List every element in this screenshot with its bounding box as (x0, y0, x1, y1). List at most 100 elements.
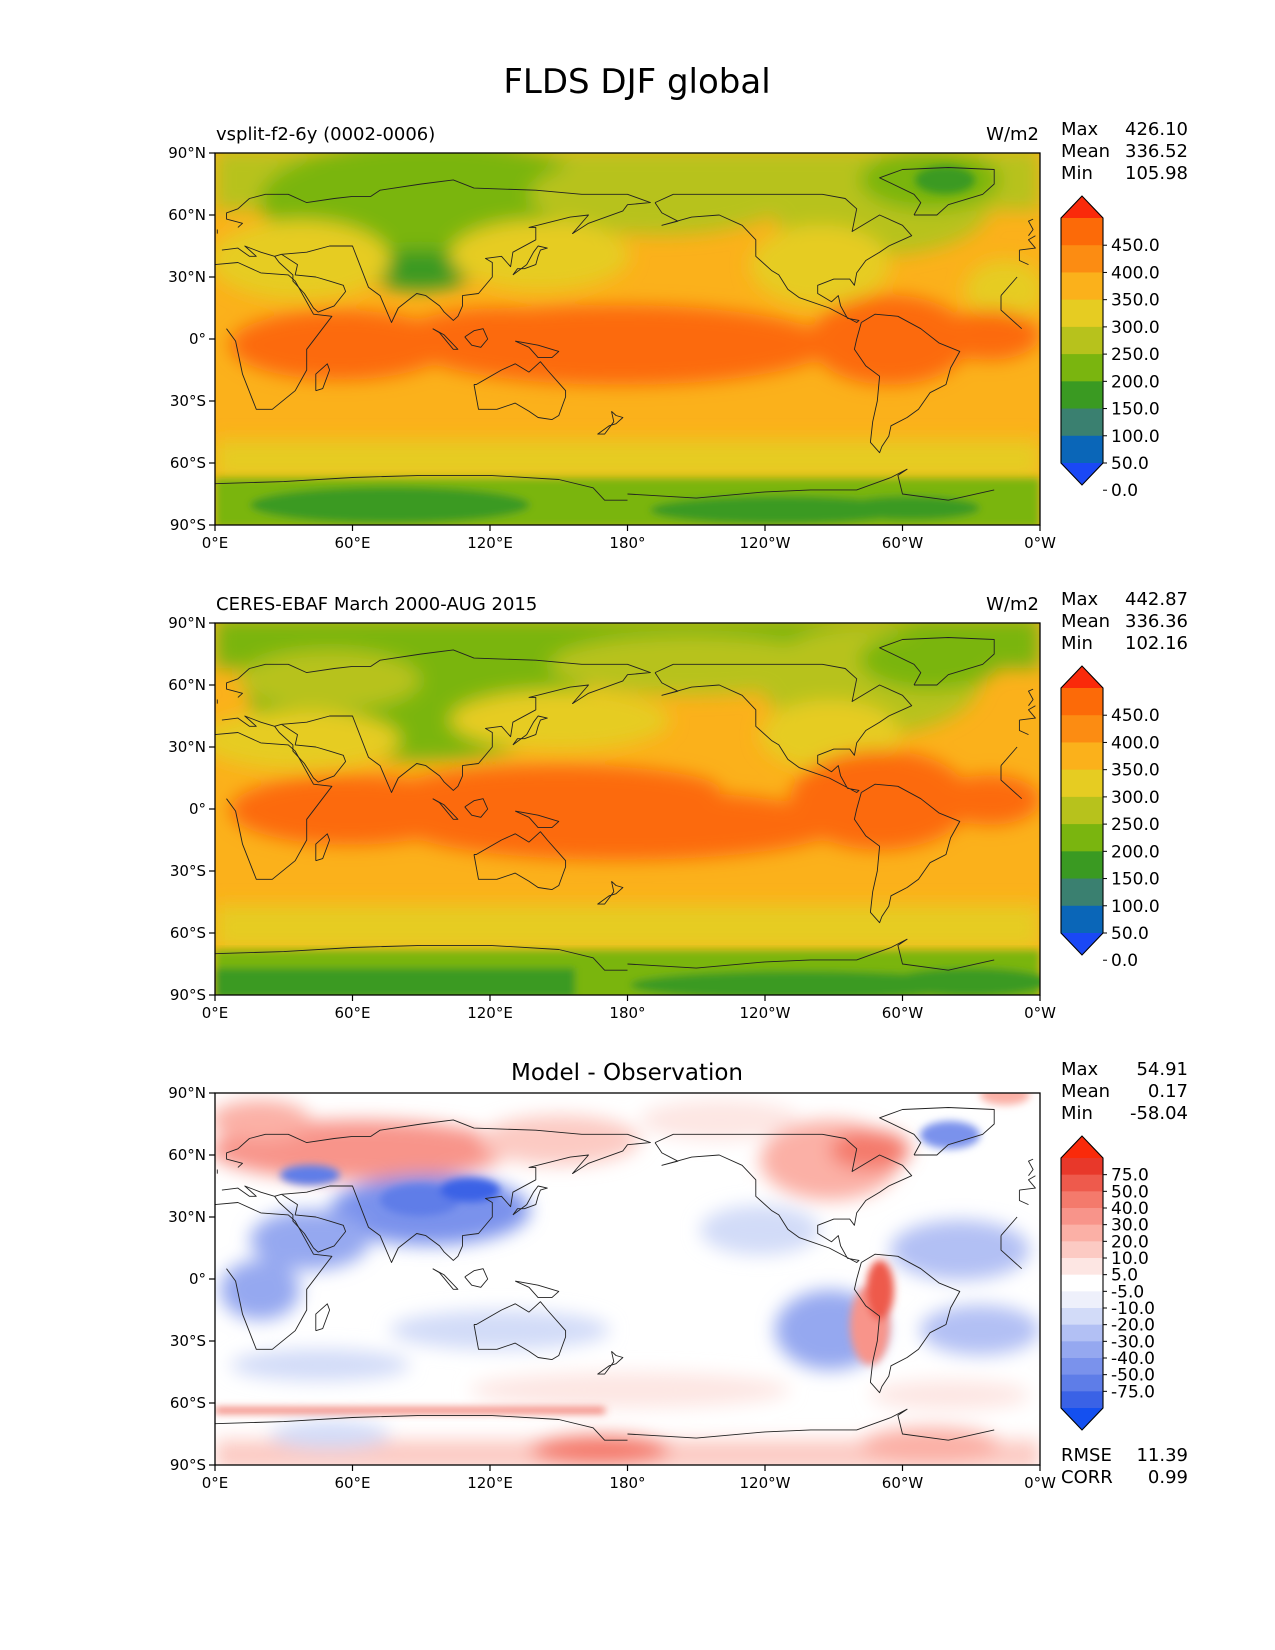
lon-tick-label: 120°E (467, 534, 513, 552)
svg-text:Min: Min (1061, 163, 1093, 184)
lon-axis: 0°E 60°E 120°E 180° 120°W 60°W 0°W (202, 525, 1056, 552)
lon-tick-label: 180° (609, 1474, 645, 1492)
colorbar-label: 150.0 (1111, 400, 1160, 420)
colorbar-segment (1061, 1174, 1103, 1192)
colorbar-segment (1061, 824, 1103, 852)
colorbar: 75.050.040.030.020.010.05.0-5.0-10.0-20.… (1060, 1135, 1155, 1431)
coastline (216, 1158, 1034, 1176)
stat-min: Min 105.98 (1061, 163, 1188, 184)
coastline (215, 732, 1023, 880)
colorbar-max-extend (1061, 196, 1103, 218)
colorbar-segment (1061, 715, 1103, 743)
svg-text:102.16: 102.16 (1125, 633, 1188, 654)
lat-tick-label: 60°S (170, 454, 206, 472)
coastlines (215, 167, 1036, 501)
svg-text:336.36: 336.36 (1125, 611, 1188, 632)
map-field (215, 623, 1040, 995)
lon-tick-label: 0°E (202, 534, 229, 552)
lat-tick-label: 30°N (168, 738, 206, 756)
coastlines (215, 637, 1036, 971)
lon-axis: 0°E 60°E 120°E 180° 120°W 60°W 0°W (202, 1465, 1056, 1492)
panel-left-title: vsplit-f2-6y (0002-0006) (216, 124, 435, 145)
coastline (464, 1268, 489, 1288)
metric-rmse: RMSE 11.39 (1061, 1445, 1188, 1466)
colorbar-segment (1061, 1158, 1103, 1176)
coastline (221, 649, 1036, 793)
coastline (515, 810, 560, 829)
lon-tick-label: 0°W (1024, 1004, 1056, 1022)
coastline (221, 1119, 1036, 1263)
colorbar-label: 20.0 (1111, 1232, 1149, 1252)
panel-observation: CERES-EBAF March 2000-AUG 2015 W/m2 Max … (168, 589, 1188, 1022)
coastline (215, 262, 1023, 410)
colorbar-label: -40.0 (1111, 1349, 1155, 1369)
lon-tick-label: 120°E (467, 1474, 513, 1492)
colorbar-segment (1061, 218, 1103, 246)
colorbar-segment (1061, 878, 1103, 907)
coastline (597, 1350, 624, 1375)
panel-left-title: CERES-EBAF March 2000-AUG 2015 (216, 594, 537, 615)
lat-tick-label: 30°S (170, 862, 206, 880)
stat-mean: Mean 336.52 (1061, 141, 1188, 162)
colorbar-segment (1061, 742, 1103, 771)
coastline (215, 1202, 1023, 1350)
colorbar-segment (1061, 1241, 1103, 1259)
coastline (215, 938, 995, 971)
coastline (597, 410, 624, 435)
lon-tick-label: 60°W (882, 534, 924, 552)
lat-tick-label: 30°S (170, 1332, 206, 1350)
svg-text:Mean: Mean (1061, 611, 1110, 632)
stat-max: Max 54.91 (1061, 1059, 1188, 1080)
svg-text:54.91: 54.91 (1136, 1059, 1188, 1080)
colorbar-segment (1061, 1308, 1103, 1326)
map-field (215, 153, 1040, 525)
colorbar-min-extend (1061, 933, 1103, 955)
coastlines (215, 1107, 1036, 1441)
colorbar-label: 350.0 (1111, 761, 1160, 781)
colorbar-segment (1061, 272, 1103, 301)
lat-tick-label: 30°S (170, 392, 206, 410)
panel-units: W/m2 (986, 594, 1039, 615)
colorbar-segment (1061, 769, 1103, 798)
coastline (473, 831, 567, 891)
metric-corr: CORR 0.99 (1061, 1467, 1188, 1488)
colorbar-label: 450.0 (1111, 236, 1160, 256)
colorbar-label: 100.0 (1111, 427, 1160, 447)
svg-text:Max: Max (1061, 589, 1099, 610)
lon-tick-label: 0°E (202, 1004, 229, 1022)
colorbar-segment (1061, 1224, 1103, 1242)
lat-tick-label: 0° (189, 330, 206, 348)
colorbar-segment (1061, 1258, 1103, 1276)
coastline (464, 328, 489, 348)
coastline (432, 328, 459, 350)
svg-text:0.17: 0.17 (1148, 1081, 1188, 1102)
svg-text:11.39: 11.39 (1136, 1445, 1188, 1466)
coastline (464, 798, 489, 818)
colorbar-label: -50.0 (1111, 1366, 1155, 1386)
colorbar-label: 200.0 (1111, 372, 1160, 392)
lon-tick-label: 60°W (882, 1004, 924, 1022)
colorbar-segment (1061, 381, 1103, 409)
svg-text:Mean: Mean (1061, 1081, 1110, 1102)
lat-tick-label: 90°N (168, 614, 206, 632)
svg-text:Min: Min (1061, 1103, 1093, 1124)
lat-tick-label: 30°N (168, 268, 206, 286)
stat-mean: Mean 0.17 (1061, 1081, 1188, 1102)
lon-tick-label: 60°E (334, 1474, 370, 1492)
colorbar-label: 5.0 (1111, 1266, 1138, 1286)
lat-tick-label: 90°N (168, 1084, 206, 1102)
panel-center-title: Model - Observation (511, 1060, 743, 1086)
lon-tick-label: 60°W (882, 1474, 924, 1492)
colorbar-segment (1061, 905, 1103, 934)
colorbar-segment (1061, 408, 1103, 437)
colorbar-segment (1061, 1208, 1103, 1226)
svg-text:105.98: 105.98 (1125, 163, 1188, 184)
colorbar-label: 0.0 (1111, 481, 1138, 501)
lat-axis: 90°N 60°N 30°N 0° 30°S 60°S 90°S (168, 144, 215, 534)
colorbar-segment (1061, 435, 1103, 464)
colorbar-segment (1061, 245, 1103, 273)
svg-text:RMSE: RMSE (1061, 1445, 1112, 1466)
colorbar-segment (1061, 1341, 1103, 1359)
svg-text:CORR: CORR (1061, 1467, 1113, 1488)
